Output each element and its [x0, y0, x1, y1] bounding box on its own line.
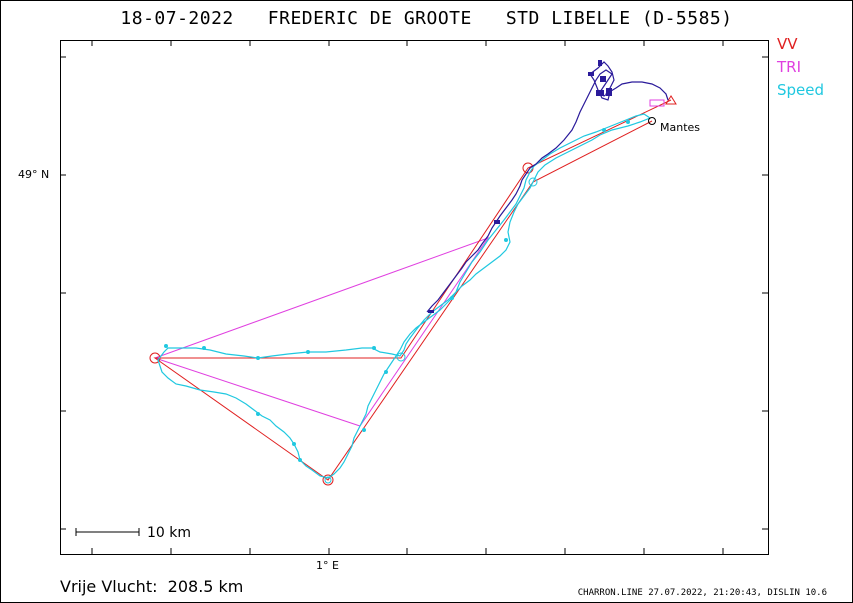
mantes-marker: [648, 117, 656, 125]
climb-track-dots: [428, 60, 612, 313]
tri-route: [154, 237, 490, 427]
chart-title: 18-07-2022 FREDERIC DE GROOTE STD LIBELL…: [120, 8, 733, 29]
scale-label: 10 km: [147, 525, 192, 541]
speed-track-dots: [164, 120, 630, 462]
speed-turnpoint-markers: [324, 177, 538, 484]
turnpoint-markers: [149, 162, 534, 486]
longitude-label: 1° E: [316, 559, 339, 572]
vv-route: [153, 99, 672, 481]
axis-ticks: [60, 40, 768, 554]
credit-label: CHARRON.LINE 27.07.2022, 21:20:43, DISLI…: [577, 588, 827, 598]
speed-track: [157, 113, 651, 479]
scale-bar: [75, 528, 140, 536]
start-triangle-marker: [665, 95, 677, 105]
climb-track: [426, 61, 669, 313]
legend-tri: TRI: [777, 58, 802, 76]
place-label-mantes: Mantes: [660, 121, 701, 134]
finish-box: [649, 99, 665, 107]
latitude-label: 49° N: [18, 168, 50, 181]
legend-speed: Speed: [777, 81, 825, 99]
distance-label: Vrije Vlucht: 208.5 km: [60, 577, 244, 596]
legend-vv: VV: [777, 35, 798, 53]
plot-border: [60, 40, 769, 555]
